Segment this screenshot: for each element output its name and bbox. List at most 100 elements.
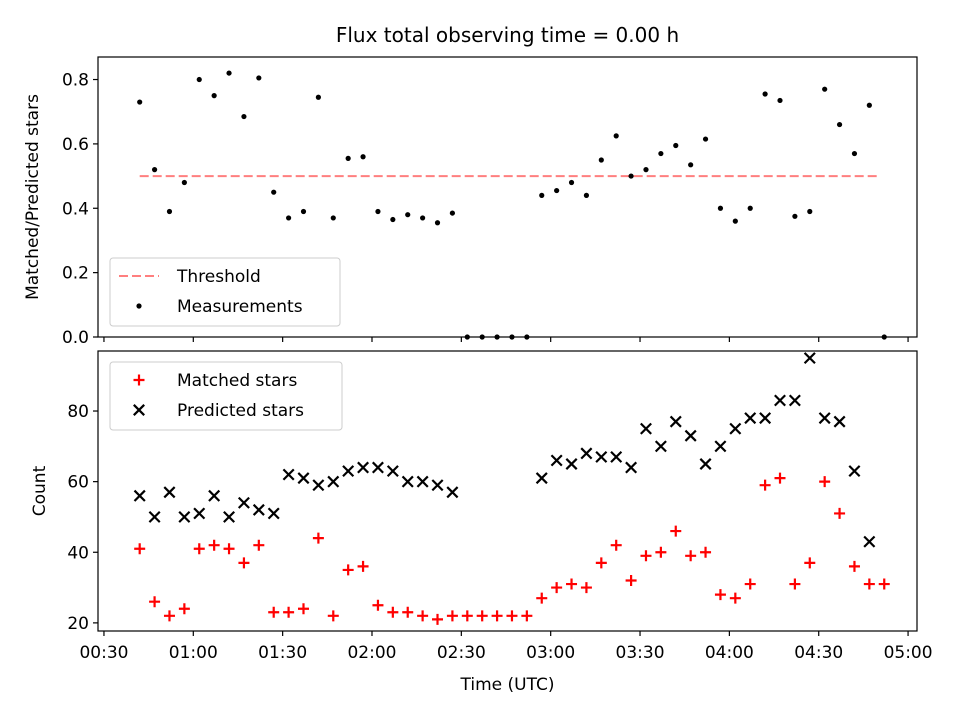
legend-box <box>109 361 343 431</box>
data-point <box>149 596 161 608</box>
data-point <box>535 472 548 485</box>
data-point <box>803 352 816 365</box>
data-point <box>386 465 399 478</box>
data-point <box>282 468 295 481</box>
data-point <box>401 475 414 488</box>
data-point <box>166 208 173 215</box>
x-tick-label: 01:30 <box>258 643 307 663</box>
data-point <box>405 212 411 218</box>
data-point <box>580 447 593 460</box>
data-point <box>625 461 638 474</box>
data-point <box>851 150 858 157</box>
x-tick-label: 03:30 <box>616 643 665 663</box>
plot-frame <box>97 350 918 632</box>
data-point <box>566 578 578 590</box>
data-point <box>729 592 741 604</box>
data-point <box>595 557 607 569</box>
data-point <box>788 394 801 407</box>
legend: Threshold Measurements <box>109 257 341 327</box>
data-point <box>702 136 709 142</box>
data-point <box>628 173 634 179</box>
data-point <box>375 208 381 215</box>
data-point <box>151 167 158 173</box>
data-point <box>223 543 235 555</box>
y-axis-label: Matched/Predicted stars <box>23 94 43 300</box>
data-point <box>342 465 355 478</box>
data-point <box>655 546 667 558</box>
data-point <box>506 610 518 622</box>
data-point <box>417 610 429 622</box>
legend: Matched stars Predicted stars <box>109 361 343 431</box>
data-point <box>550 454 563 467</box>
y-tick-label: 0.0 <box>62 328 89 348</box>
data-point <box>744 578 756 590</box>
data-point <box>133 489 146 502</box>
data-point <box>208 489 221 502</box>
data-point <box>208 539 220 551</box>
data-point <box>521 610 533 622</box>
data-point <box>595 450 608 463</box>
data-point <box>315 94 321 100</box>
data-point <box>833 415 846 428</box>
data-point <box>420 215 426 221</box>
data-point <box>371 461 384 474</box>
data-point <box>565 458 578 470</box>
data-point <box>432 613 444 625</box>
y-tick-label: 60 <box>67 473 89 493</box>
x-tick-label: 00:30 <box>79 643 128 663</box>
chart-title: Flux total observing time = 0.00 h <box>336 23 679 47</box>
data-point <box>360 154 366 160</box>
y-tick-label: 80 <box>67 402 89 422</box>
data-point <box>568 179 575 186</box>
data-point <box>551 582 563 594</box>
data-point <box>685 550 697 562</box>
data-point <box>357 461 370 474</box>
data-point <box>732 218 738 224</box>
data-point <box>345 155 351 161</box>
data-point <box>684 429 697 442</box>
data-point <box>267 507 280 520</box>
data-point <box>312 479 325 492</box>
data-point <box>163 486 176 499</box>
data-point <box>792 213 798 219</box>
data-point <box>137 99 143 105</box>
data-point <box>714 589 726 601</box>
legend-marker <box>133 404 145 416</box>
data-point <box>673 142 679 149</box>
data-point <box>688 162 694 168</box>
data-point <box>863 578 875 590</box>
data-point <box>818 412 831 425</box>
data-point <box>834 507 846 519</box>
y-tick-label: 40 <box>67 543 89 563</box>
data-point <box>539 192 545 198</box>
legend-label: Threshold <box>176 267 261 287</box>
data-point <box>580 582 592 594</box>
data-point <box>759 479 771 491</box>
data-point <box>613 133 619 139</box>
data-point <box>163 610 175 622</box>
data-point <box>848 560 860 572</box>
legend-marker <box>133 374 145 386</box>
data-point <box>434 220 441 226</box>
data-point <box>241 113 247 120</box>
data-point <box>640 422 652 435</box>
data-point <box>819 476 831 488</box>
data-point <box>237 496 250 509</box>
data-point <box>744 412 757 425</box>
data-point <box>699 458 712 470</box>
y-tick-label: 20 <box>67 614 89 634</box>
data-point <box>625 575 637 587</box>
data-point <box>134 543 146 555</box>
data-point <box>804 557 816 569</box>
y-tick-label: 0.8 <box>62 71 89 91</box>
data-point <box>390 216 396 223</box>
data-point <box>583 192 590 198</box>
data-point <box>836 121 843 128</box>
data-point <box>610 450 623 463</box>
data-point <box>327 610 339 622</box>
data-point <box>387 606 399 618</box>
data-point <box>670 525 682 537</box>
data-point <box>643 167 649 173</box>
data-point <box>342 564 354 576</box>
data-point <box>446 610 458 622</box>
